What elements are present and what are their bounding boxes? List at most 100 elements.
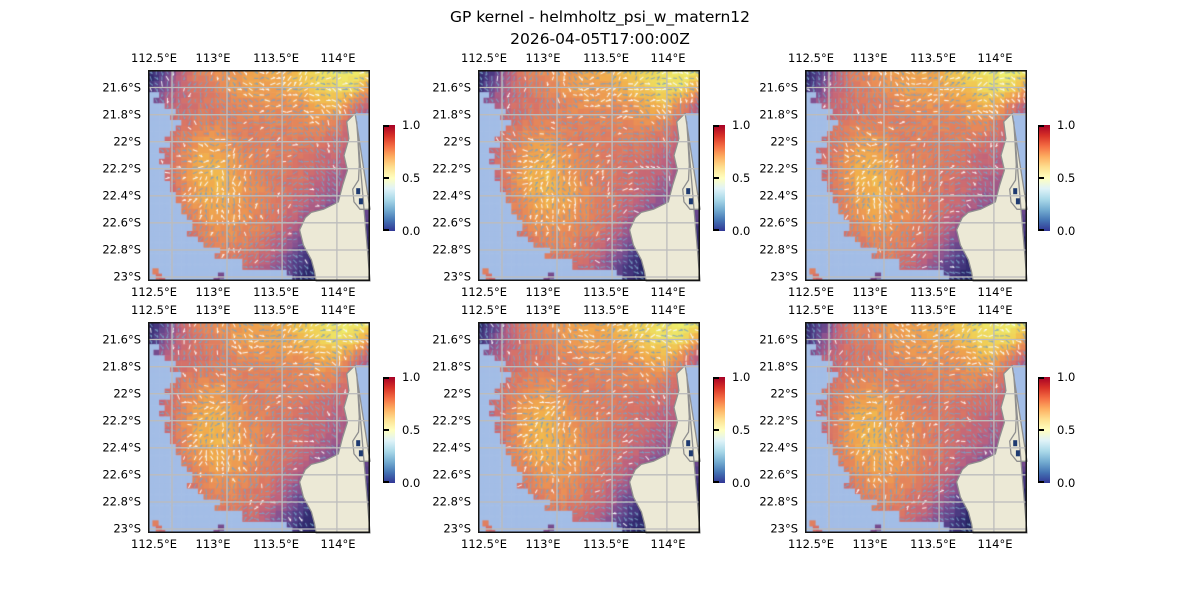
x-tick-label-top: 112.5°E: [131, 51, 177, 65]
land-mass: [955, 112, 1028, 282]
x-tick-label-top: 113.5°E: [253, 51, 300, 65]
figure-subtitle: 2026-04-05T17:00:00Z: [510, 30, 690, 48]
x-tick-label-top: 113.5°E: [910, 303, 957, 317]
x-tick-label-bottom: 113°E: [852, 537, 888, 551]
colorbar-tick-label: 0.0: [732, 476, 751, 490]
lake: [688, 198, 693, 205]
y-tick-label: 22.4°S: [432, 440, 471, 455]
colorbar-tick-label: 0.5: [402, 171, 421, 185]
x-tick-label-bottom: 114°E: [977, 537, 1013, 551]
colorbar-tick: [713, 377, 719, 379]
y-tick-label: 22.4°S: [102, 440, 141, 455]
x-tick-label-top: 113°E: [852, 303, 888, 317]
y-tick-label: 22.6°S: [759, 215, 798, 230]
x-tick-label-bottom: 113.5°E: [253, 285, 300, 299]
lake: [686, 188, 691, 195]
y-tick-label: 21.8°S: [759, 107, 798, 122]
colorbar-tick: [1038, 229, 1044, 231]
colorbar-tick: [713, 429, 719, 431]
y-tick-label: 22.4°S: [759, 188, 798, 203]
x-tick-label-bottom: 113.5°E: [253, 537, 300, 551]
map-border: [805, 70, 1027, 281]
x-tick-label-bottom: 114°E: [650, 285, 686, 299]
y-tick-label: 22.4°S: [102, 188, 141, 203]
y-tick-label: 22.8°S: [102, 494, 141, 509]
y-tick-label: 22.2°S: [102, 413, 141, 428]
y-tick-label: 23°S: [770, 269, 798, 284]
x-tick-label-bottom: 113.5°E: [910, 537, 957, 551]
x-tick-label-top: 114°E: [977, 303, 1013, 317]
colorbar: 1.0 0.5 0.0: [713, 370, 750, 490]
x-tick-label-top: 113°E: [195, 303, 231, 317]
y-tick-label: 21.6°S: [432, 79, 471, 94]
x-tick-label-bottom: 114°E: [320, 285, 356, 299]
x-tick-label-bottom: 113°E: [525, 537, 561, 551]
x-tick-label-top: 114°E: [650, 303, 686, 317]
x-tick-label-top: 113.5°E: [583, 51, 630, 65]
colorbar-tick-label: 0.5: [732, 171, 751, 185]
x-tick-label-top: 113.5°E: [583, 303, 630, 317]
map-border: [805, 322, 1027, 533]
colorbar-tick: [383, 481, 389, 483]
y-tick-label: 21.8°S: [432, 359, 471, 374]
y-tick-label: 22.2°S: [432, 413, 471, 428]
panel-row2-col2: 112.5°E 112.5°E 113°E 113°E 113.5°E 113.5°E 11…: [432, 303, 701, 551]
y-tick-label: 22.2°S: [102, 161, 141, 176]
x-tick-label-bottom: 113.5°E: [910, 285, 957, 299]
colorbar-tick: [383, 377, 389, 379]
map-border: [148, 322, 370, 533]
x-tick-label-bottom: 112.5°E: [788, 285, 834, 299]
lake: [358, 450, 363, 457]
x-tick-label-top: 113°E: [852, 51, 888, 65]
colorbar-tick: [713, 481, 719, 483]
x-tick-label-bottom: 113°E: [195, 285, 231, 299]
y-tick-label: 21.6°S: [759, 79, 798, 94]
colorbar-tick: [1038, 377, 1044, 379]
y-tick-label: 22°S: [113, 386, 141, 401]
colorbar-tick: [713, 125, 719, 127]
colorbar-tick: [713, 229, 719, 231]
y-tick-label: 21.6°S: [102, 331, 141, 346]
lake: [1013, 188, 1018, 195]
y-tick-label: 23°S: [113, 269, 141, 284]
colorbar: 1.0 0.5 0.0: [383, 370, 420, 490]
y-tick-label: 21.6°S: [759, 331, 798, 346]
map-overlay: [148, 70, 371, 282]
x-tick-label-bottom: 112.5°E: [131, 537, 177, 551]
panel-row1-col3: 112.5°E 112.5°E 113°E 113°E 113.5°E 113.5°E 11…: [759, 51, 1028, 299]
x-tick-label-top: 113.5°E: [253, 303, 300, 317]
lake: [1013, 440, 1018, 447]
colorbar: 1.0 0.5 0.0: [1038, 118, 1075, 238]
land-mass: [628, 112, 701, 282]
map-border: [478, 322, 700, 533]
colorbar-tick: [1038, 177, 1044, 179]
colorbar: 1.0 0.5 0.0: [1038, 370, 1075, 490]
map-overlay: [805, 70, 1028, 282]
panel-row1-col1: 112.5°E 112.5°E 113°E 113°E 113.5°E 113.5°E 11…: [102, 51, 371, 299]
colorbar-tick-label: 0.5: [732, 423, 751, 437]
x-tick-label-bottom: 113.5°E: [583, 285, 630, 299]
y-tick-label: 23°S: [443, 269, 471, 284]
x-tick-label-top: 113.5°E: [910, 51, 957, 65]
colorbar-tick-label: 1.0: [1057, 118, 1076, 132]
x-tick-label-top: 114°E: [977, 51, 1013, 65]
land-mass: [628, 364, 701, 534]
panel-row1-col2: 112.5°E 112.5°E 113°E 113°E 113.5°E 113.5°E 11…: [432, 51, 701, 299]
x-tick-label-top: 112.5°E: [461, 303, 507, 317]
land-mass: [298, 112, 371, 282]
colorbar-tick-label: 1.0: [402, 118, 421, 132]
colorbar-tick: [1038, 429, 1044, 431]
map-border: [478, 70, 700, 281]
colorbar-tick-label: 1.0: [732, 118, 751, 132]
y-tick-label: 21.6°S: [432, 331, 471, 346]
map-border: [148, 70, 370, 281]
y-tick-label: 21.8°S: [432, 107, 471, 122]
colorbar-tick: [383, 177, 389, 179]
map-overlay: [478, 70, 701, 282]
y-tick-label: 22.4°S: [432, 188, 471, 203]
colorbar-tick-label: 0.0: [1057, 476, 1076, 490]
y-tick-label: 22.2°S: [759, 413, 798, 428]
x-tick-label-bottom: 112.5°E: [788, 537, 834, 551]
y-tick-label: 22.8°S: [759, 494, 798, 509]
